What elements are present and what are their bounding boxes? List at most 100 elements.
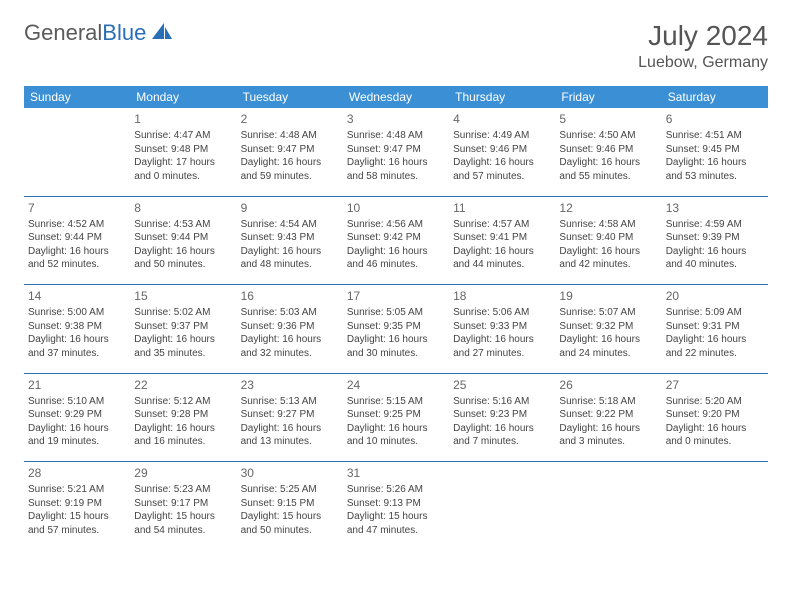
daylight-line: Daylight: 16 hours and 10 minutes.: [347, 422, 445, 449]
sunrise-line: Sunrise: 5:23 AM: [134, 483, 232, 497]
sunset-line: Sunset: 9:13 PM: [347, 497, 445, 511]
calendar-head: SundayMondayTuesdayWednesdayThursdayFrid…: [24, 86, 768, 108]
day-number: 29: [134, 465, 232, 481]
day-cell: [662, 462, 768, 550]
day-header: Monday: [130, 86, 236, 108]
sunrise-line: Sunrise: 4:49 AM: [453, 129, 551, 143]
daylight-line: Daylight: 16 hours and 40 minutes.: [666, 245, 764, 272]
day-cell: 12Sunrise: 4:58 AMSunset: 9:40 PMDayligh…: [555, 197, 661, 285]
sunset-line: Sunset: 9:28 PM: [134, 408, 232, 422]
sunset-line: Sunset: 9:44 PM: [28, 231, 126, 245]
daylight-line: Daylight: 16 hours and 27 minutes.: [453, 333, 551, 360]
day-cell: 28Sunrise: 5:21 AMSunset: 9:19 PMDayligh…: [24, 462, 130, 550]
sunrise-line: Sunrise: 5:06 AM: [453, 306, 551, 320]
day-cell: 22Sunrise: 5:12 AMSunset: 9:28 PMDayligh…: [130, 374, 236, 462]
sunrise-line: Sunrise: 4:50 AM: [559, 129, 657, 143]
day-cell: 24Sunrise: 5:15 AMSunset: 9:25 PMDayligh…: [343, 374, 449, 462]
daylight-line: Daylight: 15 hours and 57 minutes.: [28, 510, 126, 537]
sunset-line: Sunset: 9:47 PM: [347, 143, 445, 157]
daylight-line: Daylight: 16 hours and 57 minutes.: [453, 156, 551, 183]
day-number: 20: [666, 288, 764, 304]
day-number: 31: [347, 465, 445, 481]
daylight-line: Daylight: 16 hours and 53 minutes.: [666, 156, 764, 183]
day-cell: 13Sunrise: 4:59 AMSunset: 9:39 PMDayligh…: [662, 197, 768, 285]
day-number: 15: [134, 288, 232, 304]
daylight-line: Daylight: 16 hours and 46 minutes.: [347, 245, 445, 272]
daylight-line: Daylight: 16 hours and 35 minutes.: [134, 333, 232, 360]
daylight-line: Daylight: 16 hours and 19 minutes.: [28, 422, 126, 449]
sunset-line: Sunset: 9:27 PM: [241, 408, 339, 422]
sunset-line: Sunset: 9:22 PM: [559, 408, 657, 422]
day-cell: 11Sunrise: 4:57 AMSunset: 9:41 PMDayligh…: [449, 197, 555, 285]
day-number: 26: [559, 377, 657, 393]
day-cell: [24, 108, 130, 196]
daylight-line: Daylight: 15 hours and 54 minutes.: [134, 510, 232, 537]
day-number: 18: [453, 288, 551, 304]
day-number: 17: [347, 288, 445, 304]
day-header: Sunday: [24, 86, 130, 108]
daylight-line: Daylight: 16 hours and 24 minutes.: [559, 333, 657, 360]
day-cell: 3Sunrise: 4:48 AMSunset: 9:47 PMDaylight…: [343, 108, 449, 196]
sunset-line: Sunset: 9:45 PM: [666, 143, 764, 157]
sunset-line: Sunset: 9:42 PM: [347, 231, 445, 245]
day-cell: 10Sunrise: 4:56 AMSunset: 9:42 PMDayligh…: [343, 197, 449, 285]
day-number: 28: [28, 465, 126, 481]
week-row: 1Sunrise: 4:47 AMSunset: 9:48 PMDaylight…: [24, 108, 768, 196]
day-number: 2: [241, 111, 339, 127]
daylight-line: Daylight: 15 hours and 50 minutes.: [241, 510, 339, 537]
logo-word-2: Blue: [102, 20, 146, 45]
day-cell: 4Sunrise: 4:49 AMSunset: 9:46 PMDaylight…: [449, 108, 555, 196]
header: GeneralBlue July 2024 Luebow, Germany: [24, 20, 768, 72]
day-cell: 20Sunrise: 5:09 AMSunset: 9:31 PMDayligh…: [662, 285, 768, 373]
daylight-line: Daylight: 16 hours and 59 minutes.: [241, 156, 339, 183]
sunset-line: Sunset: 9:25 PM: [347, 408, 445, 422]
sunrise-line: Sunrise: 5:00 AM: [28, 306, 126, 320]
daylight-line: Daylight: 15 hours and 47 minutes.: [347, 510, 445, 537]
daylight-line: Daylight: 16 hours and 42 minutes.: [559, 245, 657, 272]
day-cell: 19Sunrise: 5:07 AMSunset: 9:32 PMDayligh…: [555, 285, 661, 373]
day-cell: 27Sunrise: 5:20 AMSunset: 9:20 PMDayligh…: [662, 374, 768, 462]
sunset-line: Sunset: 9:44 PM: [134, 231, 232, 245]
day-number: 23: [241, 377, 339, 393]
day-cell: [449, 462, 555, 550]
sunrise-line: Sunrise: 4:54 AM: [241, 218, 339, 232]
daylight-line: Daylight: 16 hours and 7 minutes.: [453, 422, 551, 449]
sunrise-line: Sunrise: 4:57 AM: [453, 218, 551, 232]
day-number: 21: [28, 377, 126, 393]
sunrise-line: Sunrise: 5:07 AM: [559, 306, 657, 320]
sunrise-line: Sunrise: 5:21 AM: [28, 483, 126, 497]
sunrise-line: Sunrise: 4:53 AM: [134, 218, 232, 232]
day-number: 3: [347, 111, 445, 127]
day-number: 14: [28, 288, 126, 304]
sunset-line: Sunset: 9:39 PM: [666, 231, 764, 245]
sunset-line: Sunset: 9:31 PM: [666, 320, 764, 334]
daylight-line: Daylight: 16 hours and 30 minutes.: [347, 333, 445, 360]
day-number: 9: [241, 200, 339, 216]
day-header: Tuesday: [237, 86, 343, 108]
sunset-line: Sunset: 9:40 PM: [559, 231, 657, 245]
day-number: 7: [28, 200, 126, 216]
sunset-line: Sunset: 9:29 PM: [28, 408, 126, 422]
day-cell: 17Sunrise: 5:05 AMSunset: 9:35 PMDayligh…: [343, 285, 449, 373]
logo-word-1: General: [24, 20, 102, 45]
day-cell: 15 Sunrise: 5:02 AMSunset: 9:37 PMDayligh…: [130, 285, 236, 373]
week-row: 7Sunrise: 4:52 AMSunset: 9:44 PMDaylight…: [24, 197, 768, 285]
sunset-line: Sunset: 9:17 PM: [134, 497, 232, 511]
sunset-line: Sunset: 9:37 PM: [134, 320, 232, 334]
sunset-line: Sunset: 9:43 PM: [241, 231, 339, 245]
sunrise-line: Sunrise: 4:48 AM: [241, 129, 339, 143]
calendar-body: 1Sunrise: 4:47 AMSunset: 9:48 PMDaylight…: [24, 108, 768, 550]
sunrise-line: Sunrise: 5:02 AM: [134, 306, 232, 320]
calendar-table: SundayMondayTuesdayWednesdayThursdayFrid…: [24, 86, 768, 550]
day-cell: 29 Sunrise: 5:23 AMSunset: 9:17 PMDayligh…: [130, 462, 236, 550]
day-cell: 2Sunrise: 4:48 AMSunset: 9:47 PMDaylight…: [237, 108, 343, 196]
month-title: July 2024: [638, 20, 768, 52]
day-number: 19: [559, 288, 657, 304]
sunrise-line: Sunrise: 5:09 AM: [666, 306, 764, 320]
sunset-line: Sunset: 9:23 PM: [453, 408, 551, 422]
logo: GeneralBlue: [24, 20, 174, 46]
daylight-line: Daylight: 17 hours and 0 minutes.: [134, 156, 232, 183]
sunset-line: Sunset: 9:33 PM: [453, 320, 551, 334]
sunrise-line: Sunrise: 5:16 AM: [453, 395, 551, 409]
day-cell: 1Sunrise: 4:47 AMSunset: 9:48 PMDaylight…: [130, 108, 236, 196]
